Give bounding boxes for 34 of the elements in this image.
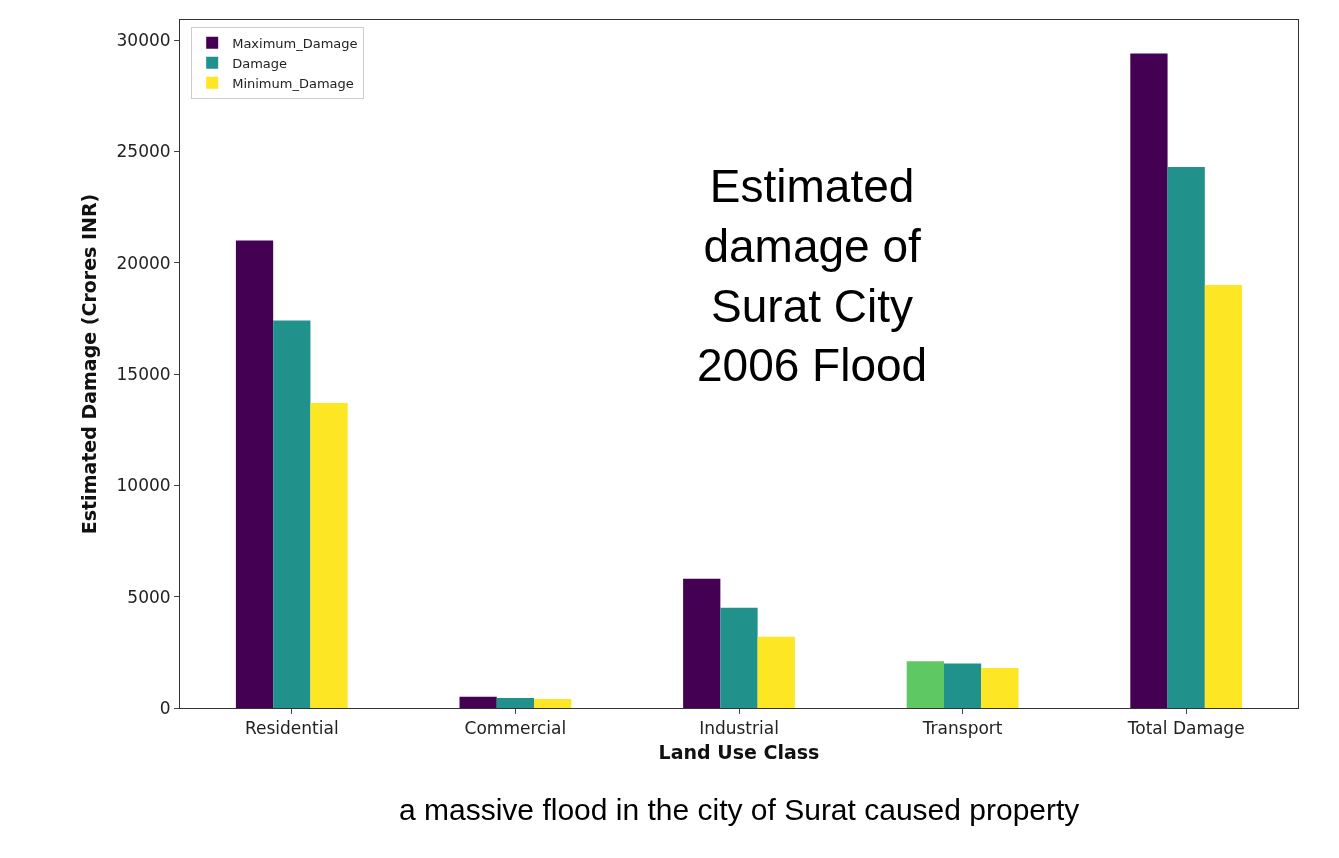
bar [981, 667, 1019, 708]
bar [534, 699, 572, 708]
bar [273, 320, 311, 708]
legend-label: Maximum_Damage [232, 35, 358, 51]
bar [235, 240, 274, 708]
y-tick-label: 10000 [116, 475, 171, 496]
bar [1204, 284, 1243, 708]
y-axis-title: Estimated Damage (Crores INR) [78, 193, 101, 535]
bar [1130, 53, 1168, 708]
x-tick-label: Total Damage [1126, 718, 1245, 739]
legend-label: Minimum_Damage [232, 75, 354, 91]
x-tick-label: Industrial [699, 718, 779, 739]
y-tick-label: 20000 [116, 252, 171, 273]
bar [683, 578, 721, 708]
bar [720, 607, 758, 708]
bar [757, 636, 795, 708]
bar [459, 696, 497, 708]
text: a massive flood in the city of Surat caused property [399, 793, 1080, 826]
y-tick-label: 30000 [116, 29, 171, 50]
x-tick-label: Commercial [464, 718, 567, 739]
bar [1167, 166, 1205, 708]
legend-label: Damage [232, 55, 288, 71]
y-tick-label: 15000 [116, 363, 171, 384]
annotation: Estimated damage of Surat City 2006 Flood [697, 160, 928, 392]
bar [310, 402, 348, 708]
bar [943, 663, 982, 708]
bar [906, 661, 944, 708]
bar [496, 697, 535, 708]
y-tick-label: 5000 [127, 586, 171, 607]
x-axis-title: Land Use Class [658, 741, 820, 764]
x-tick-label: Residential [244, 718, 339, 739]
x-tick-label: Transport [921, 718, 1003, 739]
y-tick-label: 25000 [116, 141, 171, 162]
y-tick-label: 0 [159, 697, 171, 718]
